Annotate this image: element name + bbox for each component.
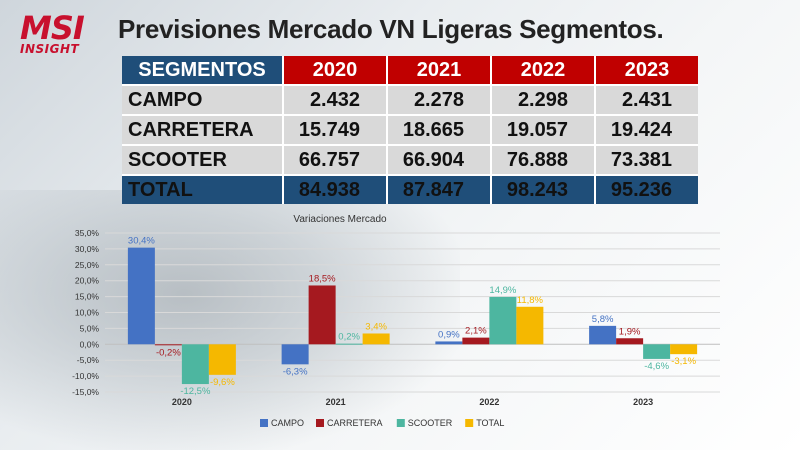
cell-value: 73.381	[594, 144, 698, 174]
legend-label: SCOOTER	[408, 418, 453, 428]
data-label: 5,8%	[592, 314, 614, 325]
data-label: -4,6%	[644, 361, 669, 372]
bar-campo-2023	[589, 325, 617, 345]
bar-carretera-2022	[462, 337, 490, 345]
legend-label: TOTAL	[476, 418, 504, 428]
chart-bars	[127, 247, 698, 385]
table-row-scooter: SCOOTER 66.757 66.904 76.888 73.381	[122, 144, 698, 174]
data-label: 18,5%	[309, 273, 336, 284]
table-header-year: 2021	[386, 56, 490, 84]
segments-table: SEGMENTOS 2020 2021 2022 2023 CAMPO 2.43…	[122, 56, 698, 204]
data-label: 0,2%	[338, 332, 360, 343]
data-label: -3,1%	[671, 356, 696, 367]
legend-swatch	[465, 419, 474, 427]
bar-total-2021	[362, 333, 390, 345]
cell-value: 76.888	[490, 144, 594, 174]
data-label: -6,3%	[283, 366, 308, 377]
data-label: -9,6%	[210, 377, 235, 388]
table-header-year: 2020	[282, 56, 386, 84]
data-label: -12,5%	[180, 386, 211, 397]
cell-value: 66.904	[386, 144, 490, 174]
y-tick-label: -5,0%	[77, 355, 100, 365]
cell-value: 66.757	[282, 144, 386, 174]
x-tick-label: 2020	[172, 397, 192, 407]
x-axis-ticks: 2020 2021 2022 2023	[172, 397, 653, 407]
table-header-segmentos: SEGMENTOS	[122, 56, 282, 84]
logo-sub: INSIGHT	[20, 42, 80, 56]
cell-value: 19.057	[490, 114, 594, 144]
row-label: TOTAL	[122, 174, 282, 204]
x-tick-label: 2022	[479, 397, 499, 407]
legend-swatch	[316, 419, 324, 427]
legend-swatch	[260, 419, 268, 427]
cell-value: 87.847	[386, 174, 490, 204]
cell-value: 18.665	[386, 114, 490, 144]
bar-carretera-2020	[154, 344, 182, 346]
cell-value: 2.278	[386, 84, 490, 114]
chart-title: Variaciones Mercado	[293, 214, 387, 225]
y-tick-label: -15,0%	[72, 387, 99, 397]
row-label: CARRETERA	[122, 114, 282, 144]
y-tick-label: 35,0%	[75, 228, 100, 238]
y-tick-label: 0,0%	[80, 339, 100, 349]
y-axis-ticks: 35,0% 30,0% 25,0% 20,0% 15,0% 10,0% 5,0% 0,0% -5…	[72, 228, 99, 397]
data-label: 30,4%	[128, 236, 155, 247]
legend-swatch	[396, 419, 405, 427]
row-label: SCOOTER	[122, 144, 282, 174]
table-header-year: 2022	[490, 56, 594, 84]
bar-total-2023	[670, 344, 698, 355]
y-tick-label: 20,0%	[75, 276, 100, 286]
logo: MSI INSIGHT	[20, 12, 100, 62]
bar-total-2022	[516, 306, 544, 345]
cell-value: 98.243	[490, 174, 594, 204]
cell-value: 95.236	[594, 174, 698, 204]
cell-value: 19.424	[594, 114, 698, 144]
table-header-year: 2023	[594, 56, 698, 84]
y-tick-label: 10,0%	[75, 308, 100, 318]
data-label: 3,4%	[365, 321, 387, 332]
data-label: 11,8%	[517, 295, 544, 306]
x-tick-label: 2023	[633, 397, 653, 407]
cell-value: 2.298	[490, 84, 594, 114]
bar-scooter-2020	[181, 344, 209, 385]
table-row-total: TOTAL 84.938 87.847 98.243 95.236	[122, 174, 698, 204]
logo-main: MSI	[20, 9, 85, 47]
y-tick-label: -10,0%	[72, 371, 99, 381]
bar-carretera-2023	[616, 338, 644, 345]
data-label: 2,1%	[465, 326, 487, 337]
legend-label: CARRETERA	[327, 418, 383, 428]
bar-scooter-2022	[489, 296, 517, 345]
variaciones-chart: Variaciones Mercado 35,0% 30,0% 25,0% 20,0%…	[72, 214, 720, 428]
data-label: 1,9%	[619, 326, 641, 337]
bar-campo-2020	[127, 247, 155, 345]
cell-value: 2.432	[282, 84, 386, 114]
data-label: 0,9%	[438, 329, 460, 340]
x-tick-label: 2021	[326, 397, 346, 407]
legend-label: CAMPO	[271, 418, 304, 428]
chart-legend: CAMPO CARRETERA SCOOTER TOTAL	[260, 418, 504, 428]
data-label: -0,2%	[156, 347, 181, 358]
table-row-campo: CAMPO 2.432 2.278 2.298 2.431	[122, 84, 698, 114]
bar-scooter-2021	[335, 343, 363, 345]
table-header-row: SEGMENTOS 2020 2021 2022 2023	[122, 56, 698, 84]
bar-carretera-2021	[308, 285, 336, 345]
table-row-carretera: CARRETERA 15.749 18.665 19.057 19.424	[122, 114, 698, 144]
data-labels: 30,4% -0,2% -12,5%-9,6% -6,3% 18,5% 0,2% 3,4% 0…	[128, 236, 697, 397]
y-tick-label: 15,0%	[75, 292, 100, 302]
bar-campo-2021	[281, 344, 309, 365]
y-tick-label: 25,0%	[75, 260, 100, 270]
y-tick-label: 30,0%	[75, 244, 100, 254]
bar-campo-2022	[435, 341, 463, 345]
page-title: Previsiones Mercado VN Ligeras Segmentos…	[118, 14, 664, 44]
cell-value: 2.431	[594, 84, 698, 114]
data-label: 14,9%	[489, 285, 516, 296]
bar-total-2020	[208, 344, 236, 375]
bar-scooter-2023	[643, 344, 671, 359]
cell-value: 84.938	[282, 174, 386, 204]
y-tick-label: 5,0%	[80, 323, 100, 333]
cell-value: 15.749	[282, 114, 386, 144]
row-label: CAMPO	[122, 84, 282, 114]
